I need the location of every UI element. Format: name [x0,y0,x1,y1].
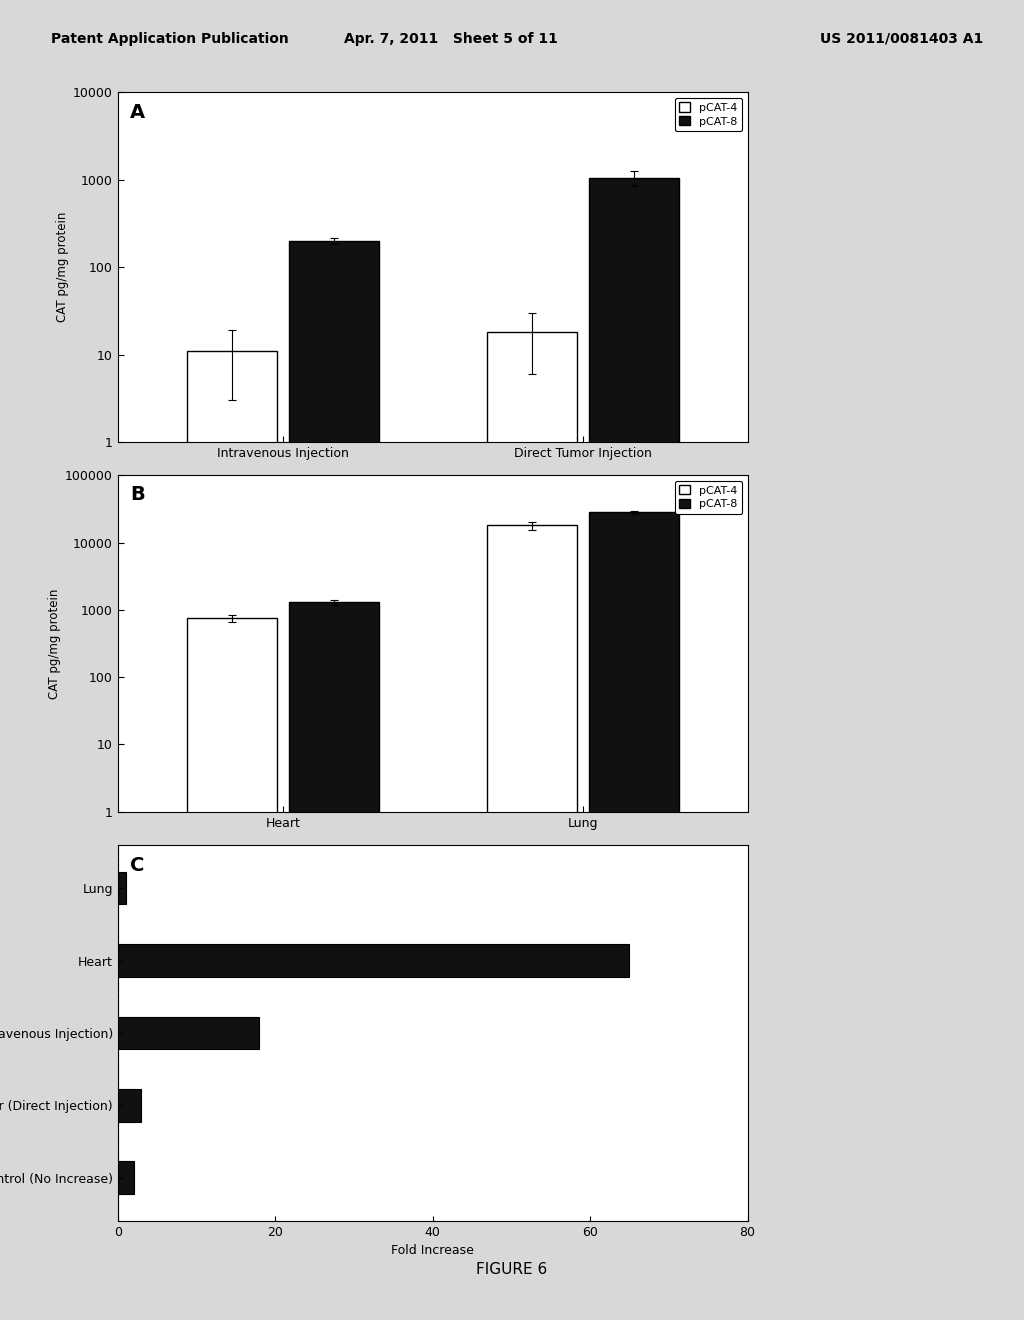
Bar [118,1089,141,1122]
Legend: pCAT-4, pCAT-8: pCAT-4, pCAT-8 [675,480,742,513]
Text: A: A [130,103,145,121]
Legend: pCAT-4, pCAT-8: pCAT-4, pCAT-8 [675,98,742,131]
Bar [186,351,276,1320]
Bar [289,242,379,1320]
Text: US 2011/0081403 A1: US 2011/0081403 A1 [820,32,983,46]
Bar [118,1016,259,1049]
Bar [486,525,577,1320]
Y-axis label: CAT pg/mg protein: CAT pg/mg protein [56,213,69,322]
Bar [118,873,126,904]
Bar [289,602,379,1320]
Bar [589,512,679,1320]
Text: Patent Application Publication: Patent Application Publication [51,32,289,46]
Bar [589,178,679,1320]
Bar [486,333,577,1320]
X-axis label: Fold Increase: Fold Increase [391,1245,474,1258]
Bar [118,944,630,977]
Text: C: C [130,857,144,875]
Bar [118,1162,133,1193]
Bar [186,618,276,1320]
Text: Apr. 7, 2011   Sheet 5 of 11: Apr. 7, 2011 Sheet 5 of 11 [344,32,557,46]
Text: FIGURE 6: FIGURE 6 [476,1262,548,1278]
Text: B: B [130,486,145,504]
Y-axis label: CAT pg/mg protein: CAT pg/mg protein [48,589,60,698]
